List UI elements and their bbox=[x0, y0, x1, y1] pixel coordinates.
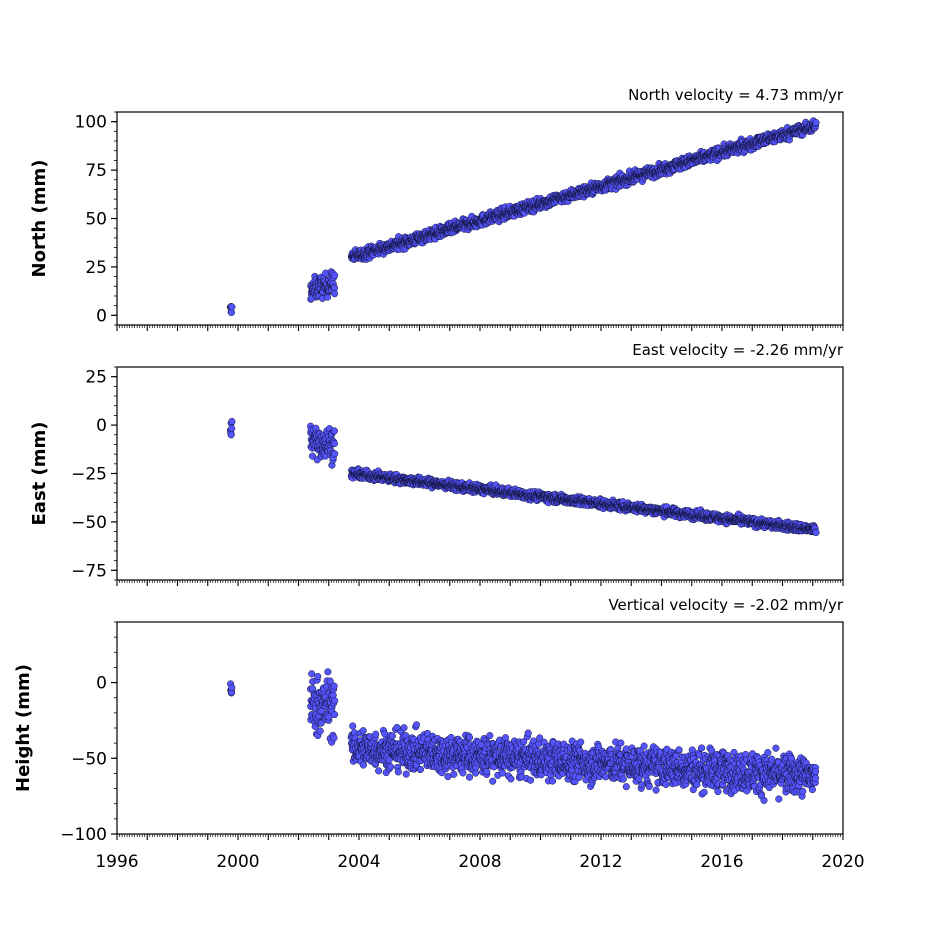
data-point bbox=[349, 722, 357, 730]
scatter-points bbox=[227, 668, 820, 804]
data-point bbox=[228, 684, 236, 692]
data-point bbox=[330, 440, 338, 448]
data-point bbox=[227, 431, 235, 439]
scatter-points bbox=[226, 117, 820, 317]
y-tick-label: 25 bbox=[85, 368, 107, 388]
data-point bbox=[394, 768, 402, 776]
data-point bbox=[228, 417, 236, 426]
y-tick-label: 0 bbox=[96, 416, 107, 436]
data-point bbox=[330, 427, 338, 435]
north-velocity-title: North velocity = 4.73 mm/yr bbox=[628, 86, 844, 104]
data-point bbox=[331, 697, 339, 705]
data-point bbox=[228, 303, 236, 311]
data-point bbox=[385, 756, 393, 764]
data-point bbox=[331, 711, 339, 719]
y-tick-label: 25 bbox=[85, 258, 107, 278]
east-panel: −75 −50 −25 0 25 East velocity = -2.26 mm/yr E… bbox=[29, 341, 844, 586]
north-panel: 0 25 50 75 100 North velocity = 4.73 mm/yr Nor… bbox=[29, 86, 844, 331]
data-point bbox=[388, 732, 396, 740]
data-point bbox=[359, 727, 367, 735]
data-point bbox=[317, 719, 325, 727]
plot-frame bbox=[116, 366, 844, 581]
data-point bbox=[812, 529, 820, 537]
data-point bbox=[331, 271, 339, 279]
data-point bbox=[324, 668, 332, 676]
data-point bbox=[308, 452, 317, 460]
data-point bbox=[326, 677, 334, 685]
data-point bbox=[412, 721, 421, 729]
data-point bbox=[387, 763, 395, 771]
data-point bbox=[314, 672, 322, 681]
north-axis-label: North (mm) bbox=[29, 160, 50, 278]
data-point bbox=[308, 670, 316, 678]
data-point bbox=[330, 682, 338, 690]
y-tick-label: −25 bbox=[71, 465, 107, 485]
scatter-points bbox=[226, 417, 820, 537]
y-tick-label: 100 bbox=[75, 113, 107, 133]
data-point bbox=[228, 424, 236, 433]
data-point bbox=[400, 724, 408, 732]
data-point bbox=[359, 761, 367, 769]
data-point bbox=[372, 730, 380, 738]
y-tick-label: 50 bbox=[85, 210, 107, 230]
y-tick-label: −50 bbox=[71, 513, 107, 533]
y-tick-label: −75 bbox=[71, 561, 107, 581]
data-point bbox=[812, 119, 820, 127]
y-tick-label: 0 bbox=[96, 306, 107, 326]
data-point bbox=[402, 770, 410, 778]
data-point bbox=[416, 765, 424, 773]
east-axis-label: East (mm) bbox=[29, 422, 50, 526]
east-velocity-title: East velocity = -2.26 mm/yr bbox=[632, 341, 844, 359]
data-point bbox=[330, 734, 338, 742]
data-point bbox=[316, 727, 324, 735]
data-point bbox=[375, 767, 383, 775]
y-tick-label: 75 bbox=[85, 161, 107, 181]
data-point bbox=[331, 290, 339, 298]
data-point bbox=[331, 450, 339, 458]
